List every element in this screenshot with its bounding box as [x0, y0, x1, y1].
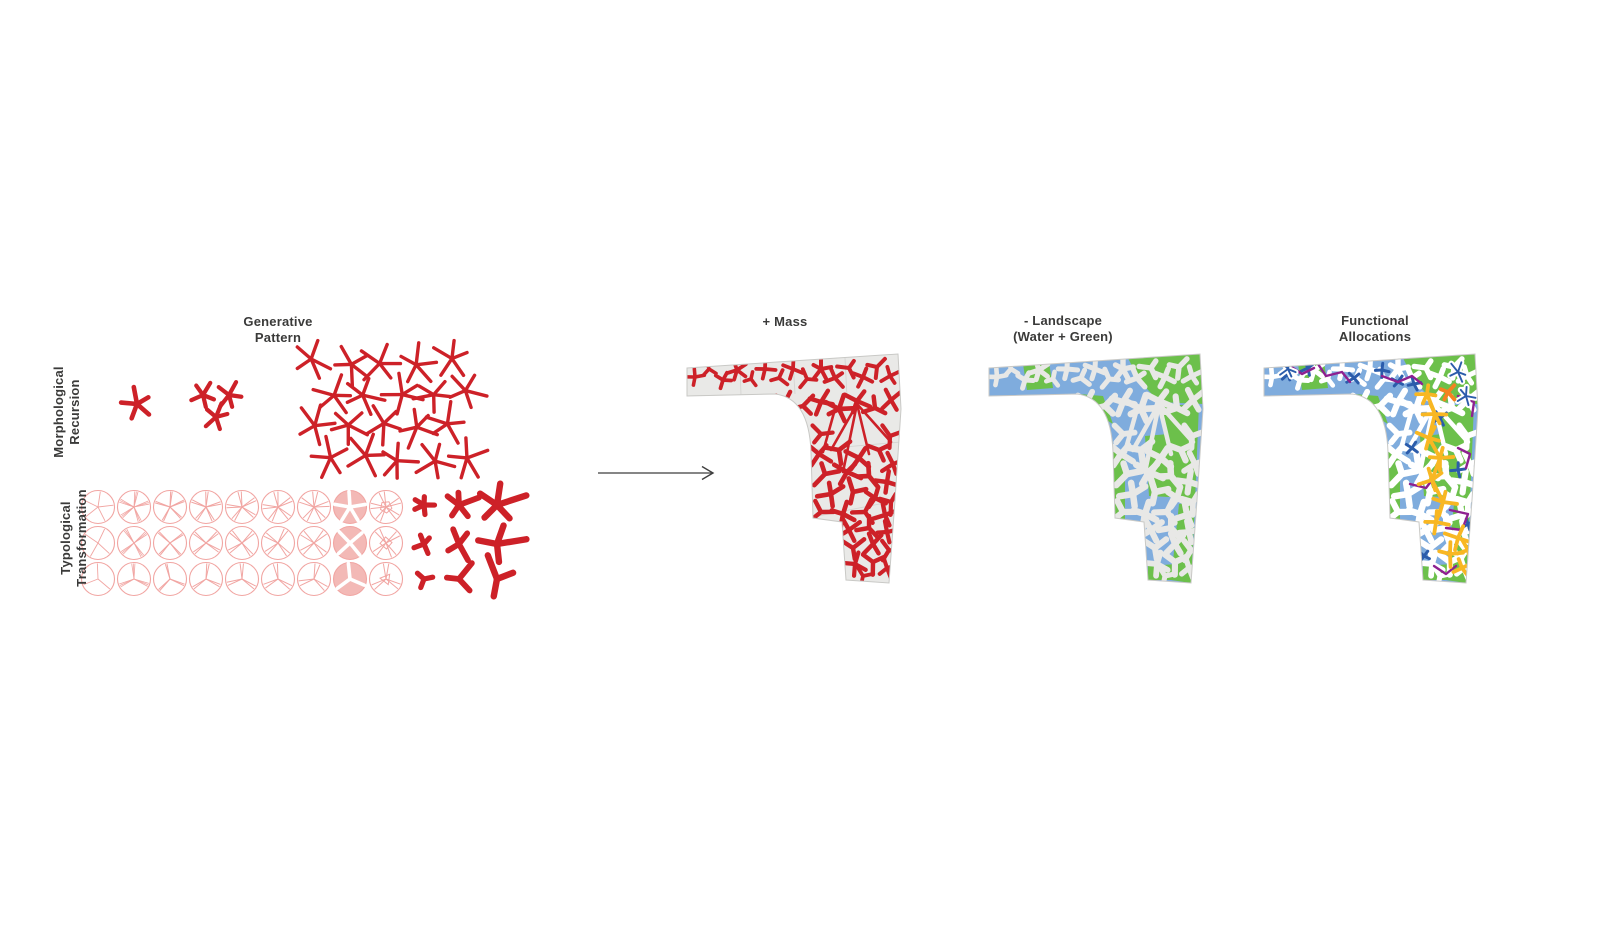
functional-allocations-title: Functional Allocations: [1295, 313, 1455, 345]
morphological-recursion-artwork: [118, 338, 490, 480]
morphological-recursion-label-line2: Recursion: [67, 379, 82, 445]
typological-transformation-label-line2: Transformation: [74, 489, 89, 587]
functional-allocations-title-line2: Allocations: [1338, 329, 1412, 344]
typological-transformation-label: Typological Transformation: [56, 473, 92, 603]
mass-title: + Mass: [705, 314, 865, 330]
functional-allocations-title-line1: Functional: [1341, 313, 1409, 328]
generative-pattern-title-line2: Pattern: [254, 330, 302, 345]
landscape-map: [988, 353, 1204, 584]
landscape-title-line2: (Water + Green): [1013, 329, 1113, 344]
morphological-recursion-label: Morphological Recursion: [49, 352, 85, 472]
typological-transformation-label-line1: Typological: [58, 501, 73, 575]
mass-map: [686, 353, 902, 584]
flow-arrow-icon: [598, 465, 715, 481]
morphological-recursion-label-line1: Morphological: [51, 366, 66, 458]
landscape-title-line1: - Landscape: [1023, 313, 1103, 328]
mass-title-text: + Mass: [762, 314, 808, 329]
generative-pattern-title: Generative Pattern: [198, 314, 358, 346]
functional-allocations-map: [1263, 353, 1479, 584]
generative-pattern-title-line1: Generative: [243, 314, 313, 329]
landscape-title: - Landscape (Water + Green): [983, 313, 1143, 345]
typological-transformation-artwork: [80, 480, 530, 600]
